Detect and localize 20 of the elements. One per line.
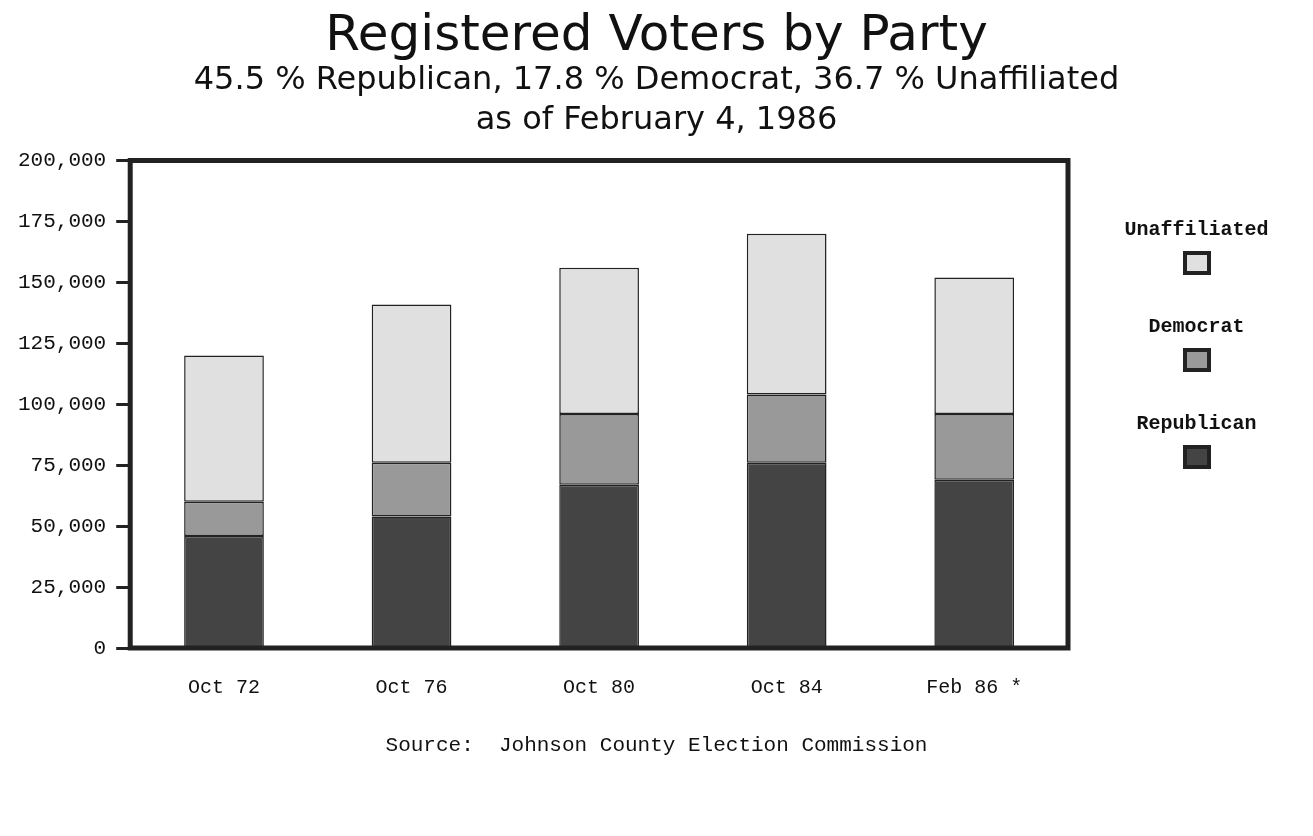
- y-tick-label: 200,000: [18, 149, 107, 173]
- chart-title: Registered Voters by Party: [324, 7, 989, 62]
- y-tick-label: 0: [93, 636, 107, 660]
- text: Democrat: [1148, 315, 1245, 338]
- y-tick-label: 150,000: [18, 271, 107, 295]
- y-tick-label: 100,000: [18, 392, 107, 416]
- x-tick-label: Oct 80: [563, 676, 636, 700]
- x-tick-label: Oct 72: [187, 676, 260, 700]
- text: Republican: [1136, 412, 1257, 435]
- y-tick-label: 175,000: [18, 210, 107, 234]
- x-tick-label: Oct 84: [750, 676, 823, 700]
- y-tick-label: 125,000: [18, 331, 107, 355]
- y-tick-label: 75,000: [30, 453, 107, 477]
- y-tick-label: 25,000: [30, 575, 107, 599]
- y-tick-label: 50,000: [30, 514, 107, 538]
- x-tick-label: Oct 76: [375, 676, 448, 700]
- x-tick-label: Feb 86 *: [926, 676, 1023, 700]
- chart-subtitle: 45.5 % Republican, 17.8 % Democrat, 36.7 % Unaffiliated as of February 4, 1986: [192, 59, 1121, 138]
- text: Unaffiliated: [1124, 218, 1269, 241]
- source-note: Source: Johnson County Election Commission: [384, 734, 929, 757]
